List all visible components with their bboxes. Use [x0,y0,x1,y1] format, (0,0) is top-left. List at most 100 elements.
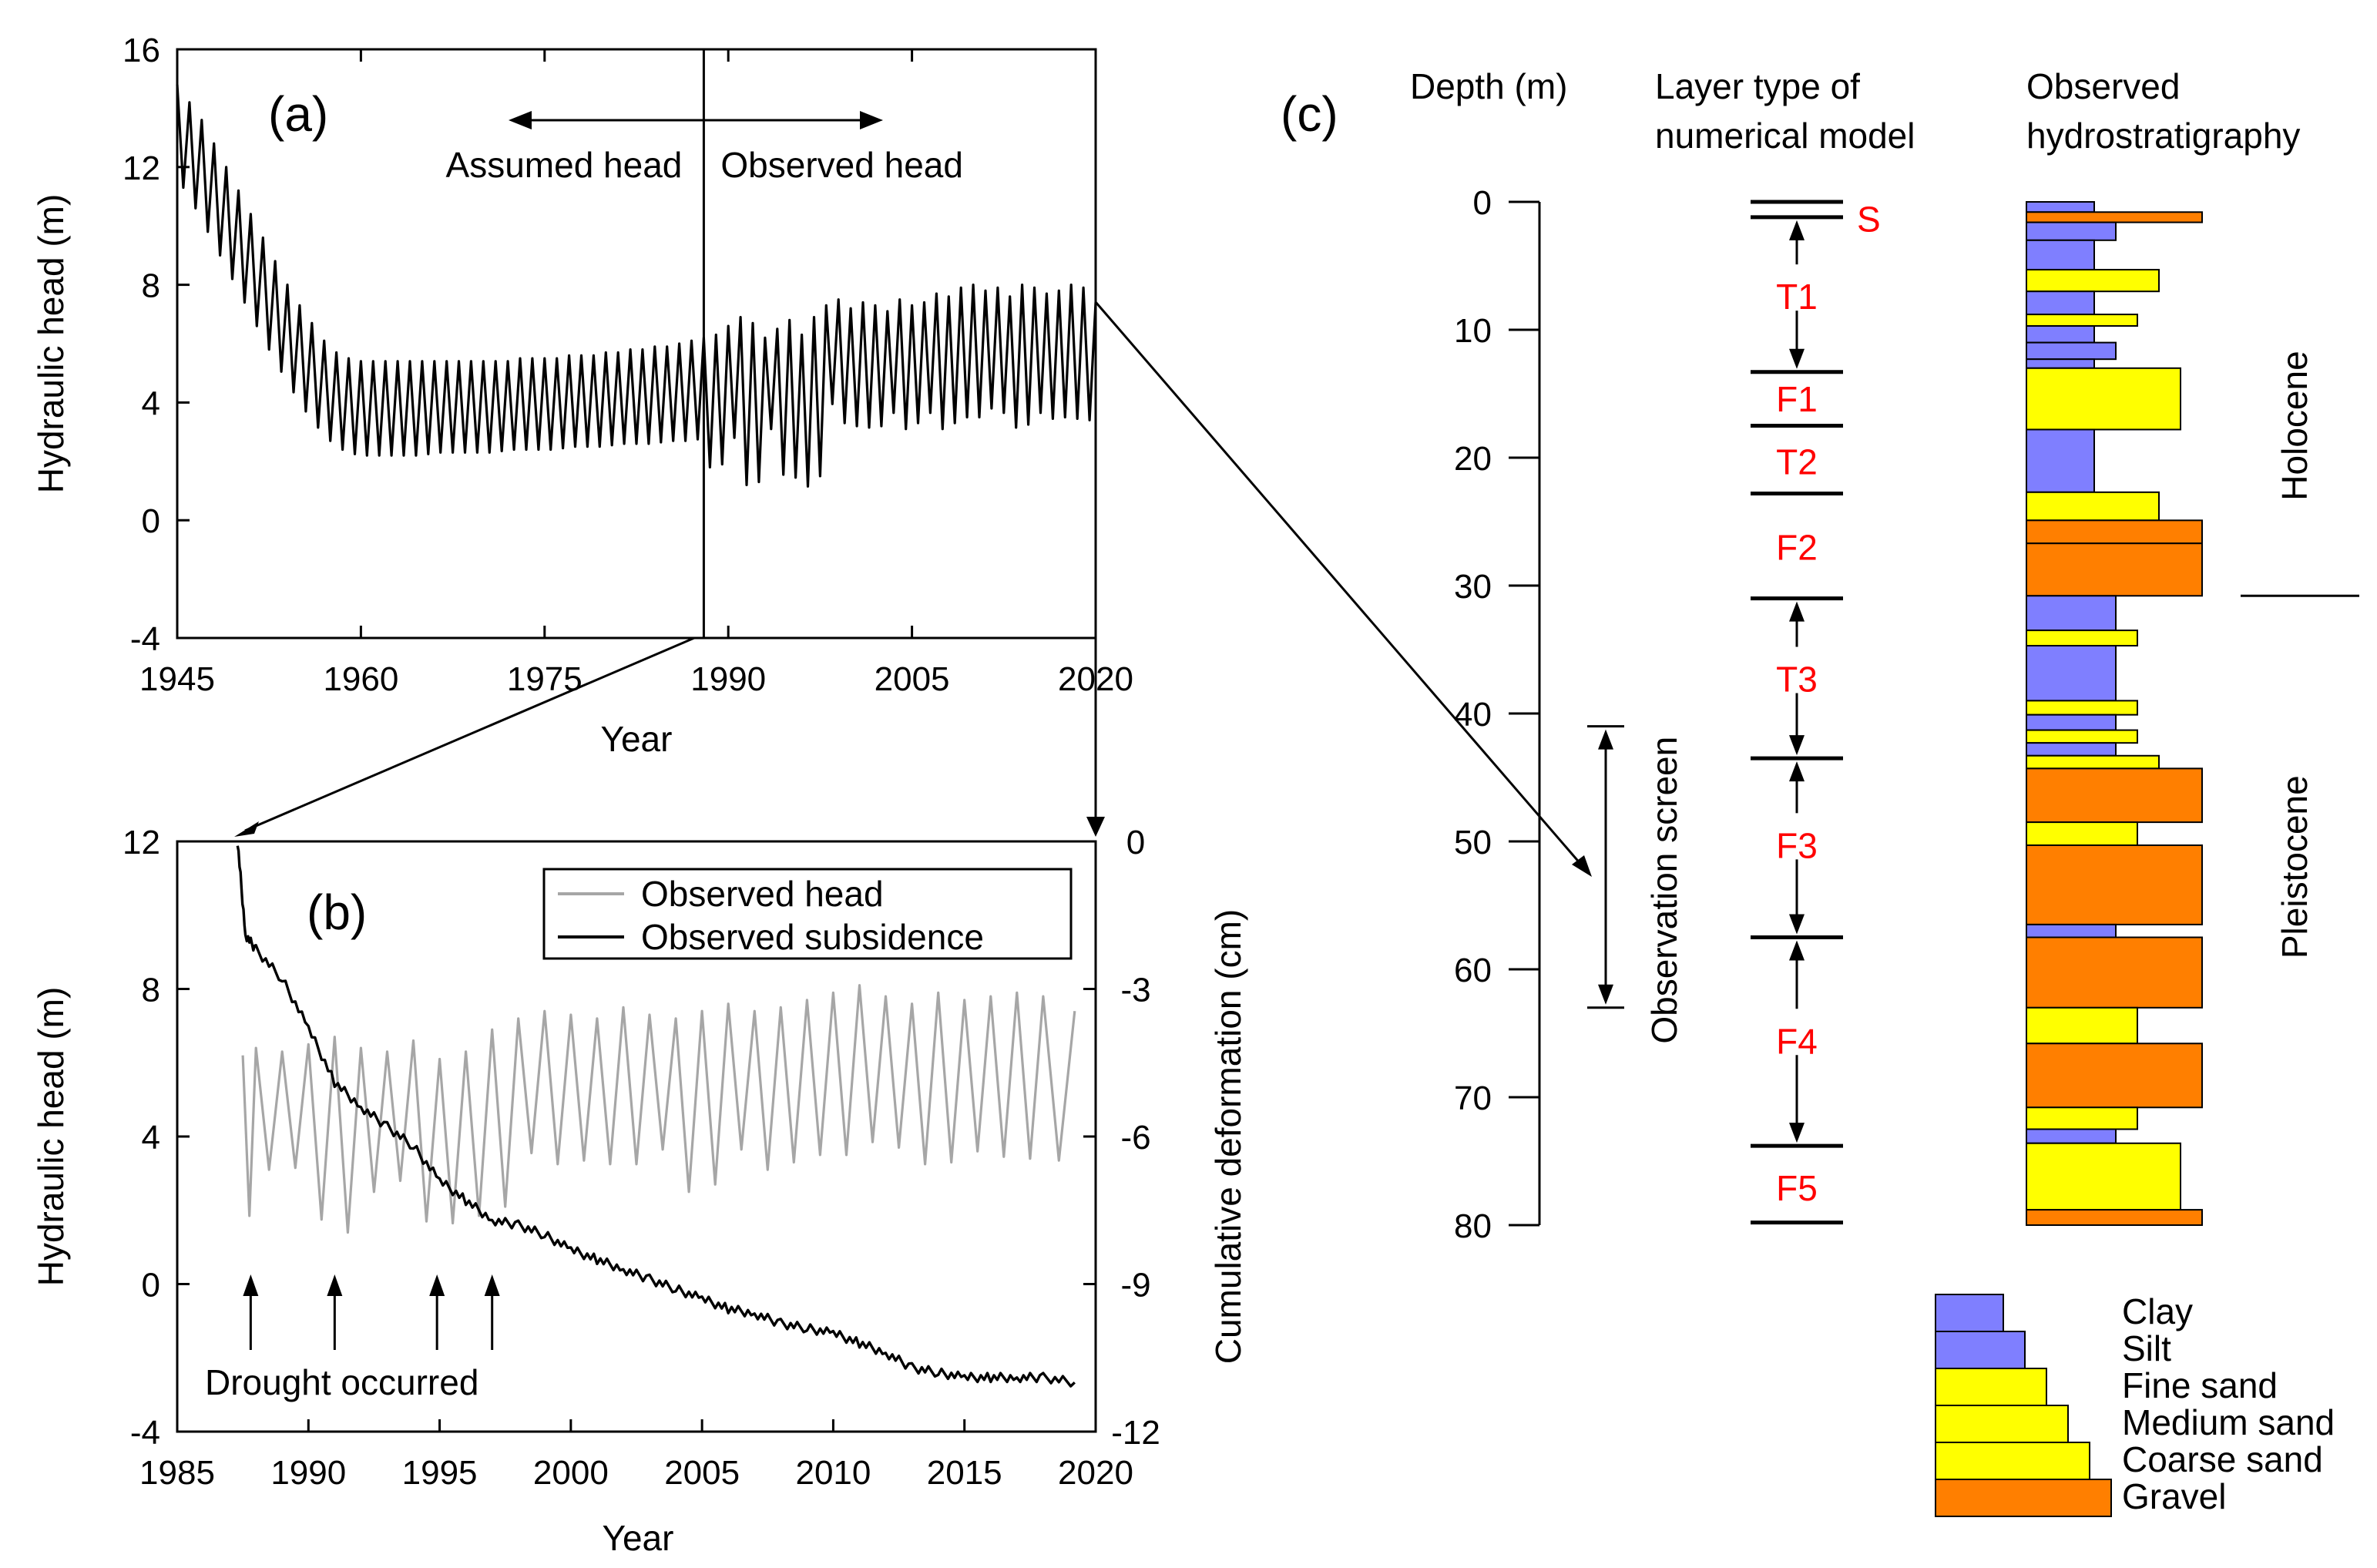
panel-b-drought-arrow-head [243,1274,259,1296]
panel-b-ytick-label: 0 [142,1267,160,1304]
panel-b: 1985 1990 1995 2000 2005 2010 2015 2020 -4 0 4 8 12 -… [31,824,1248,1558]
panel-b-drought-arrow-head [429,1274,445,1296]
panel-c-legend-label-coarse-sand: Coarse sand [2122,1439,2323,1479]
panel-b-y2tick-label: -9 [1120,1267,1150,1304]
panel-b-xtick-label: 1985 [139,1454,215,1492]
panel-c-stratum-medium-sand [2026,491,2160,522]
panel-c-legend-swatch-silt [1935,1331,2026,1369]
panel-c-model-arrow-head-down [1789,348,1805,369]
panel-c-stratum-silt [2026,923,2117,938]
panel-c-stratum-silt [2026,341,2117,361]
panel-c-model-arrow-head-up [1789,761,1805,782]
panel-c-model-header-2: numerical model [1655,116,1915,156]
panel-b-xlabel: Year [603,1518,674,1558]
panel-a-series-hydraulic-head [176,84,1097,488]
panel-c-depth-tick-label: 60 [1454,952,1492,989]
panel-c-model-arrow-head-down [1789,914,1805,935]
panel-c-stratum-clay [2026,239,2095,270]
panel-c-epoch-label: Holocene [2275,351,2315,500]
panel-c-depth-tick-label: 80 [1454,1207,1492,1245]
panel-c-stratum-medium-sand [2026,754,2160,770]
panel-b-drought-arrow-head [327,1274,343,1296]
panel-c-model-layer-label: F3 [1776,825,1818,865]
panel-c-stratum-silt [2026,742,2117,757]
panel-a-ytick-label: 16 [123,32,160,69]
panel-b-legend-label-head: Observed head [641,874,884,914]
panel-c-stratum-fine-sand [2026,729,2138,744]
panel-b-xtick-label: 1990 [270,1454,346,1492]
panel-b-xtick-label: 2020 [1058,1454,1133,1492]
panel-c-depth-tick-label: 10 [1454,312,1492,350]
panel-c-stratum-silt [2026,645,2117,702]
panel-c-stratum-fine-sand [2026,1006,2138,1045]
panel-c-stratum-fine-sand [2026,1106,2138,1130]
panel-c-screen-label: Observation screen [1644,737,1684,1044]
panel-c-strat-header-1: Observed [2026,66,2180,106]
panel-c-screen-arrow-down [1598,984,1613,1005]
panel-b-drought-label: Drought occurred [205,1362,478,1402]
panel-b-y2tick-label: 0 [1126,824,1145,861]
panel-c-model-layer-label: F1 [1776,379,1818,419]
panel-a-xtick-label: 1945 [139,660,215,698]
panel-b-letter: (b) [307,885,367,940]
panel-a-ytick-label: 0 [142,502,160,540]
panel-c-stratum-fine-sand [2026,821,2138,846]
panel-c-stratum-clay [2026,201,2095,213]
panel-a-xtick-label: 1975 [507,660,582,698]
panel-a-arrow-head-left [509,111,532,129]
panel-c-stratum-gravel [2026,542,2203,597]
panel-a-annotation-observed: Observed head [720,145,963,185]
panel-c-stratum-medium-sand [2026,268,2160,293]
panel-b-ytick-label: 4 [142,1119,160,1157]
panel-c-legend-label-fine-sand: Fine sand [2122,1365,2278,1405]
panel-c-model-layer-label: T1 [1776,277,1818,317]
panel-c-depth-tick-label: 40 [1454,696,1492,734]
panel-b-drought-arrow-head [484,1274,500,1296]
panel-b-xtick-label: 1995 [402,1454,478,1492]
panel-c-legend-swatch-fine-sand [1935,1368,2047,1406]
panel-c-depth-header: Depth (m) [1410,66,1567,106]
panel-c-stratum-silt [2026,221,2117,241]
panel-c-stratum-gravel [2026,1043,2203,1109]
panel-c-depth-tick-label: 30 [1454,568,1492,606]
panel-c-stratum-clay [2026,358,2095,369]
panel-a-xlabel: Year [601,719,673,759]
panel-b-ytick-label: 8 [142,972,160,1009]
panel-b-legend-box [542,868,1073,960]
panel-c-stratum-coarse-sand [2026,1142,2181,1211]
panel-c-legend-label-gravel: Gravel [2122,1476,2226,1516]
panel-c: (c) Depth (m) Layer type of numerical model… [1281,66,2359,1517]
panel-a-ytick-label: -4 [130,620,160,658]
panel-c-depth-tick-label: 70 [1454,1079,1492,1117]
panel-c-depth-tick-label: 50 [1454,824,1492,861]
panel-c-stratum-coarse-sand [2026,367,2181,431]
panel-b-y2tick-label: -6 [1120,1119,1150,1157]
panel-c-legend-swatch-coarse-sand [1935,1442,2090,1480]
panel-c-letter: (c) [1281,86,1338,142]
panel-c-stratum-silt [2026,1128,2117,1144]
panel-c-model-layer-label: F2 [1776,528,1818,568]
connector-arrow-head-b-right [1086,817,1105,837]
panel-c-depth-tick-label: 0 [1473,184,1492,222]
panel-a-xtick-label: 1990 [690,660,766,698]
panel-a-xtick-label: 1960 [323,660,398,698]
connector-arrow-head-b-left [234,821,259,837]
panel-c-legend-swatch-gravel [1935,1479,2112,1517]
panel-a-xtick-label: 2005 [875,660,950,698]
panel-c-model-layer-label: S [1857,199,1881,239]
connector-a-to-screen [1094,301,1583,865]
panel-c-model-layer-label: T2 [1776,442,1818,482]
panel-c-legend-label-clay: Clay [2122,1291,2193,1331]
panel-a-arrow-head-right [860,111,883,129]
panel-c-model-arrow-head-up [1789,601,1805,622]
panel-a-ytick-label: 8 [142,267,160,305]
panel-a-ylabel: Hydraulic head (m) [31,194,71,494]
panel-b-y2label: Cumulative deformation (cm) [1208,909,1248,1365]
panel-c-stratum-silt [2026,713,2117,731]
zoom-connectors [234,301,1592,877]
panel-c-epoch-label: Pleistocene [2275,775,2315,959]
panel-c-stratum-clay [2026,290,2095,316]
panel-c-depth-tick-label: 20 [1454,440,1492,478]
panel-c-stratum-gravel [2026,1209,2203,1226]
